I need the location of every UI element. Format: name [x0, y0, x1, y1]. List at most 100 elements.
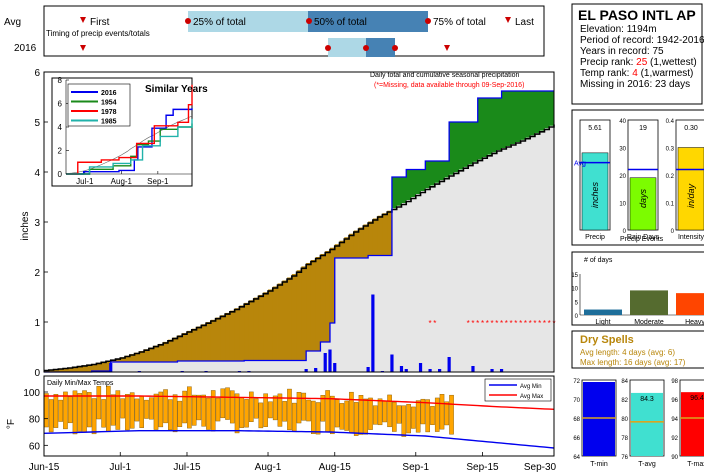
- first-2016-marker: [80, 45, 86, 51]
- cumulative-diff-fill: [125, 355, 131, 362]
- station-name: EL PASO INTL AP: [578, 7, 696, 23]
- temp-summary-value: 84.3: [640, 396, 654, 403]
- cumulative-diff-fill: [492, 98, 498, 153]
- daily-temp-bar: [430, 406, 435, 425]
- daily-temp-bar: [163, 389, 168, 424]
- daily-temp-bar: [325, 390, 330, 433]
- cumulative-diff-fill: [101, 361, 107, 371]
- timing-avg-label: Avg: [4, 17, 21, 28]
- missing-marker: *: [543, 319, 546, 328]
- events-ytick-label: 0: [671, 229, 675, 235]
- inset-ytick-label: 6: [58, 100, 63, 109]
- timing-panel: Avg 2016 Timing of precip events/totals …: [4, 5, 545, 57]
- daily-precip-bar: [404, 369, 408, 372]
- missing-marker: *: [481, 319, 484, 328]
- cumulative-diff-fill: [186, 330, 193, 361]
- category-ytick-label: 0: [575, 314, 579, 320]
- missing-marker: *: [486, 319, 489, 328]
- cumulative-diff-fill: [534, 91, 541, 133]
- temp-summary-bars: 64 66 68 70 72 T-min 84.3 76 78 80 82 84 T-avg 96.4 90…: [573, 379, 704, 468]
- temp-title: Daily Min/Max Temps: [47, 380, 114, 387]
- precip-ytick-label: 0: [34, 368, 40, 379]
- station-precip-rank: Precip rank: 25 (1,wettest): [580, 57, 697, 68]
- cumulative-diff-fill: [525, 91, 531, 138]
- daily-temp-bar: [420, 398, 426, 425]
- dry-spells-max: Max length: 16 days (avg: 17): [580, 358, 686, 367]
- cumulative-diff-fill: [315, 257, 321, 351]
- events-bar-0: [581, 152, 609, 231]
- temp-summary-ytick-label: 94: [671, 417, 678, 423]
- cumulative-2016-line: [44, 90, 554, 373]
- p75-2016-marker: [392, 45, 398, 51]
- precip-ylabel: inches: [20, 212, 31, 241]
- daily-temp-bar: [434, 397, 440, 432]
- date-axis: Jun-15 Jul-1 Jul-15 Aug-1 Aug-15 Sep-1 Sep-15 S…: [29, 452, 557, 473]
- daily-temp-bar: [272, 395, 278, 421]
- daily-temp-bar: [220, 388, 226, 419]
- category-label: Heavy: [685, 319, 704, 326]
- events-ytick-label: 0.2: [666, 174, 675, 180]
- daily-temp-bar: [67, 396, 73, 424]
- temp-summary-ytick-label: 68: [573, 417, 580, 423]
- daily-temp-bar: [301, 392, 307, 421]
- cumulative-diff-fill: [344, 237, 350, 258]
- timing-caption: Timing of precip events/totals: [46, 29, 150, 38]
- similar-years-inset: 0 2 4 6 8 Jul-1 Aug-1 Sep-1 Similar Years 2016 1…: [51, 76, 208, 187]
- missing-marker: *: [524, 319, 527, 328]
- timing-p50-label: 50% of total: [314, 17, 367, 28]
- inset-xtick-label: Sep-1: [147, 177, 169, 186]
- cumulative-diff-fill: [544, 91, 550, 129]
- daily-temp-bar: [106, 385, 111, 432]
- p50-marker: [306, 18, 312, 24]
- daily-temp-bar: [63, 391, 68, 430]
- daily-temp-bar: [225, 387, 230, 420]
- cumulative-diff-fill: [477, 98, 483, 160]
- daily-temp-bar: [258, 402, 264, 429]
- missing-marker: *: [533, 319, 536, 328]
- cumulative-diff-fill: [120, 357, 126, 362]
- station-years: Years in record: 75: [580, 46, 664, 57]
- daily-temp-bar: [120, 398, 125, 419]
- precip-yticks: 0 1 2 3 4 5 6: [34, 68, 48, 379]
- precip-rank-suffix: (1,wettest): [647, 57, 696, 68]
- cumulative-diff-fill: [406, 169, 412, 200]
- daily-temp-bar: [77, 393, 83, 432]
- daily-temp-bar: [172, 394, 178, 433]
- daily-temp-bar: [368, 397, 373, 430]
- p75-marker: [425, 18, 431, 24]
- daily-temp-bar: [377, 398, 383, 426]
- missing-marker: *: [519, 319, 522, 328]
- missing-marker: *: [467, 319, 470, 328]
- cumulative-diff-fill: [430, 161, 436, 186]
- cumulative-diff-fill: [177, 335, 183, 361]
- cumulative-diff-fill: [453, 122, 460, 173]
- daily-precip-bar: [304, 369, 308, 372]
- daily-temp-bar: [320, 395, 326, 422]
- cumulative-diff-fill: [263, 292, 269, 361]
- events-panel-label: Precip: [585, 234, 605, 241]
- cumulative-diff-fill: [153, 345, 159, 362]
- daily-temp-bar: [86, 392, 92, 428]
- dry-spells-panel: Dry Spells Avg length: 4 days (avg: 6) M…: [571, 330, 704, 369]
- temp-summary-label: T-avg: [638, 461, 656, 468]
- cumulative-diff-fill: [287, 277, 293, 361]
- daily-temp-bar: [387, 394, 392, 428]
- timing-2016-box-upper: [366, 38, 395, 57]
- temp-ylabel: °F: [6, 419, 17, 429]
- missing-marker: *: [495, 319, 498, 328]
- intensity-bars: 0 5 10 15 Light Moderate Heavy: [571, 273, 704, 326]
- cumulative-diff-fill: [248, 300, 255, 361]
- inset-ytick-label: 2: [58, 147, 63, 156]
- daily-temp-bar: [311, 400, 316, 435]
- events-value-label: 5.61: [588, 125, 602, 132]
- cumulative-diff-fill: [501, 91, 507, 148]
- events-bar-2: [677, 147, 704, 231]
- temp-chart: Daily Min/Max Temps °F Avg Min Avg Max 6…: [6, 375, 557, 473]
- cumulative-diff-fill: [530, 91, 536, 136]
- daily-temp-bar: [48, 399, 54, 433]
- temp-summary-ytick-label: 72: [573, 379, 580, 385]
- cumulative-diff-fill: [306, 263, 312, 351]
- date-tick-label: Jul-1: [109, 462, 131, 473]
- station-period: Period of record: 1942-2016: [580, 35, 704, 46]
